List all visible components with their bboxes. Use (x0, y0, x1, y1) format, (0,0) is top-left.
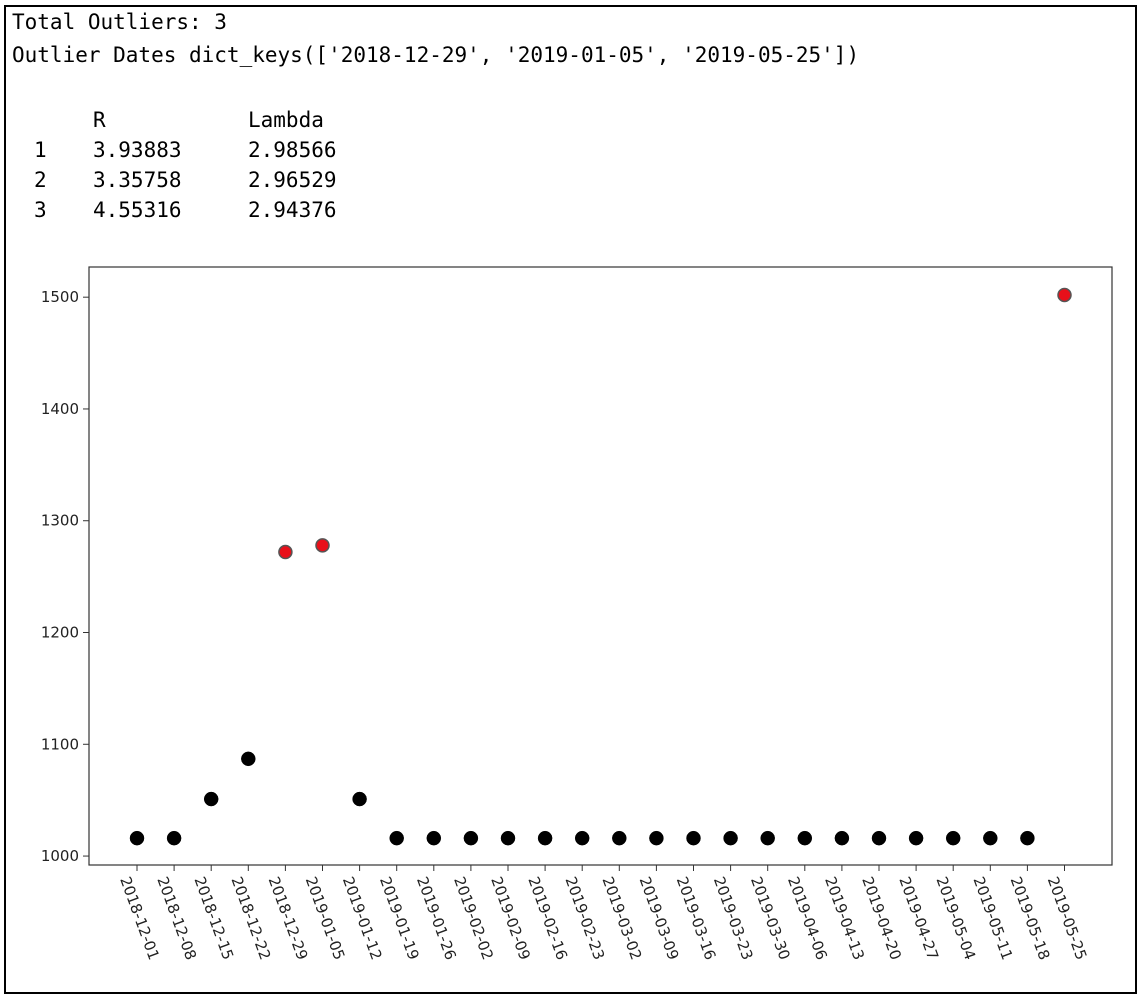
outlier-point (1057, 287, 1072, 303)
table-cell-r: 3.35758 (93, 168, 182, 192)
y-tick-label: 1100 (41, 735, 79, 753)
outlier-point (278, 544, 293, 560)
table-cell-lambda: 2.96529 (248, 168, 337, 192)
data-point (166, 830, 182, 846)
data-point (871, 830, 887, 846)
outlier-point (315, 538, 330, 553)
data-point (797, 830, 813, 846)
data-point (908, 830, 924, 846)
data-point (537, 830, 553, 846)
data-point (389, 830, 404, 846)
data-points (129, 287, 1072, 846)
data-point (129, 830, 145, 846)
outlier-dates-text: Outlier Dates dict_keys(['2018-12-29', '… (12, 43, 860, 67)
table-header-lambda: Lambda (248, 108, 324, 132)
data-point (203, 791, 219, 807)
y-tick-label: 1400 (41, 400, 79, 418)
data-point (1020, 830, 1035, 846)
table-cell-r: 3.93883 (93, 138, 182, 162)
data-point (983, 830, 998, 846)
y-tick-label: 1000 (41, 847, 79, 865)
y-axis: 1000 1100 1200 1300 1400 1500 (41, 288, 89, 865)
table-cell-r: 4.55316 (93, 198, 182, 222)
y-tick-label: 1500 (41, 288, 79, 306)
data-point (500, 830, 516, 846)
table-row-index: 3 (34, 198, 47, 222)
table-header-r: R (93, 108, 106, 132)
data-point (352, 791, 367, 807)
y-tick-label: 1200 (41, 624, 79, 642)
table-row-index: 2 (34, 168, 47, 192)
data-point (723, 830, 738, 846)
data-point (612, 830, 627, 846)
y-tick-label: 1300 (41, 512, 79, 530)
data-point (760, 830, 775, 846)
data-point (241, 751, 256, 767)
data-point (463, 830, 479, 846)
data-point (945, 830, 961, 846)
data-point (686, 830, 701, 846)
plot-area (88, 266, 1113, 866)
table-cell-lambda: 2.94376 (248, 198, 337, 222)
table-row-index: 1 (34, 138, 47, 162)
table-cell-lambda: 2.98566 (248, 138, 337, 162)
data-point (834, 830, 850, 846)
x-axis: 2018-12-012018-12-082018-12-152018-12-22… (116, 865, 1090, 962)
data-point (426, 830, 442, 846)
data-point (574, 830, 590, 846)
output-cell (4, 5, 1137, 994)
data-point (649, 830, 664, 846)
total-outliers-text: Total Outliers: 3 (12, 10, 227, 34)
